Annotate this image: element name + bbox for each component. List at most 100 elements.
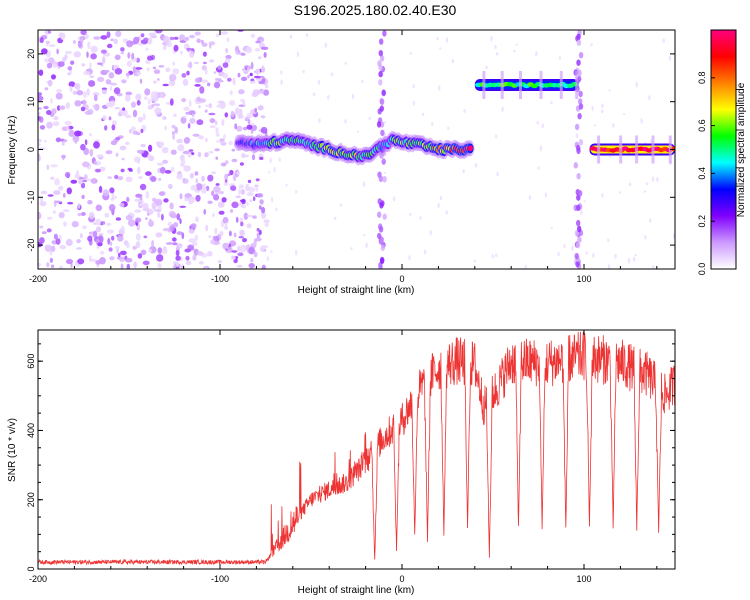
noise-blob (62, 154, 65, 161)
noise-blob (125, 91, 133, 96)
noise-blob (205, 137, 208, 143)
speckle (491, 254, 494, 259)
noise-blob (126, 263, 130, 269)
noise-blob (215, 183, 220, 186)
noise-blob (258, 229, 262, 235)
noise-blob (246, 124, 253, 130)
noise-blob (210, 171, 217, 175)
noise-blob (97, 76, 105, 82)
speckle (618, 191, 622, 194)
speckle (550, 226, 553, 229)
speckle (601, 109, 604, 114)
noise-blob (81, 212, 86, 216)
noise-blob (126, 60, 132, 67)
y-tick-label: 0 (26, 566, 36, 571)
noise-blob (120, 263, 124, 269)
noise-blob (155, 232, 163, 238)
x-tick-label: -200 (29, 274, 47, 284)
y-tick-label: 600 (26, 354, 36, 369)
noise-blob (249, 199, 253, 202)
noise-blob (89, 62, 92, 70)
noise-blob (63, 221, 67, 227)
noise-blob (64, 171, 71, 178)
noise-blob (90, 258, 97, 262)
noise-blob (116, 248, 119, 254)
noise-blob (187, 123, 191, 129)
speckle (473, 259, 476, 263)
noise-blob (50, 176, 55, 180)
speckle (439, 195, 443, 200)
y-tick-label: -10 (26, 191, 36, 204)
speckle (384, 121, 387, 124)
noise-blob (111, 124, 116, 131)
speckle (541, 123, 544, 129)
noise-blob (154, 107, 162, 115)
noise-blob (105, 150, 113, 155)
noise-blob (195, 194, 201, 202)
noise-blob (237, 245, 241, 252)
speckle (392, 196, 396, 202)
noise-blob (224, 178, 228, 183)
noise-blob (176, 243, 183, 249)
noise-blob (221, 197, 227, 203)
noise-blob (109, 256, 115, 261)
noise-blob (49, 250, 53, 256)
spectrogram-marks (38, 30, 675, 269)
noise-blob (205, 224, 209, 232)
noise-blob (50, 164, 58, 168)
noise-blob (120, 168, 125, 173)
noise-blob (257, 56, 262, 60)
noise-blob (118, 252, 121, 258)
noise-blob (263, 52, 267, 58)
y-tick-label: 10 (26, 97, 36, 107)
snr-ticks: -200 -100 0 100 0 200 400 600 (26, 330, 675, 584)
noise-blob (75, 247, 83, 250)
noise-blob (133, 36, 140, 45)
noise-blob (183, 106, 190, 111)
noise-blob (108, 247, 113, 252)
noise-blob (80, 233, 83, 238)
noise-blob (109, 82, 117, 86)
speckle (302, 70, 305, 74)
noise-blob (235, 216, 239, 223)
noise-blob (218, 80, 224, 83)
noise-blob (157, 262, 162, 269)
noise-blob (229, 90, 233, 96)
noise-blob (110, 38, 114, 42)
noise-blob (95, 168, 101, 173)
noise-blob (217, 65, 222, 70)
noise-blob (140, 143, 146, 148)
noise-blob (192, 254, 197, 261)
noise-blob (211, 190, 215, 196)
speckle (563, 244, 566, 249)
speckle (627, 257, 631, 264)
noise-blob (38, 263, 41, 267)
colorbar: 0.0 0.2 0.4 0.6 0.8 Normalized spectral ampl… (697, 29, 747, 275)
noise-blob (82, 99, 87, 107)
speckle (275, 207, 278, 212)
gap-streak (382, 176, 387, 183)
gap-streak (578, 139, 584, 146)
noise-blob (161, 248, 168, 255)
noise-blob (210, 239, 216, 245)
noise-blob (82, 179, 88, 183)
speckle (644, 234, 647, 240)
noise-blob (145, 191, 150, 199)
gap-streak (577, 225, 582, 233)
speckle (643, 190, 647, 193)
noise-blob (67, 201, 74, 205)
noise-blob (110, 197, 115, 201)
noise-blob (177, 144, 185, 152)
noise-blob (84, 139, 88, 146)
noise-blob (172, 132, 176, 141)
noise-blob (202, 51, 207, 57)
noise-blob (108, 116, 112, 121)
snr-xlabel: Height of straight line (km) (298, 585, 415, 596)
noise-blob (229, 169, 234, 176)
noise-blob (176, 138, 183, 144)
noise-blob (125, 72, 130, 77)
noise-blob (49, 257, 54, 263)
noise-blob (196, 38, 201, 44)
speckle (633, 256, 636, 262)
